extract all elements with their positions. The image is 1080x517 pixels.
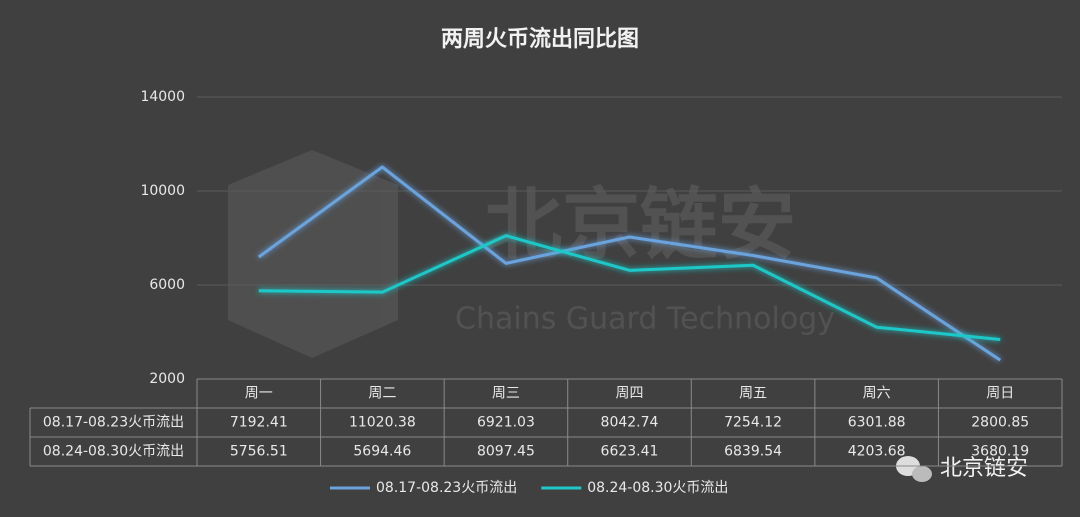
table-value: 6839.54 — [724, 444, 782, 460]
table-value: 5756.51 — [230, 444, 288, 460]
y-tick-label: 14000 — [140, 89, 185, 105]
data-table: 周一 周二 周三 周四 周五 周六 周日 08.17-08.23火币流出 7192.41 1102… — [29, 378, 1063, 467]
y-tick-label: 6000 — [149, 277, 185, 293]
logo: 北京链安 — [896, 456, 1028, 482]
chart-title: 两周火币流出同比图 — [441, 26, 639, 52]
logo-icon — [912, 466, 932, 482]
table-value: 8042.74 — [601, 415, 659, 431]
x-tick-label: 周四 — [616, 386, 644, 402]
series-line — [258, 234, 1001, 342]
x-tick-label: 周日 — [986, 386, 1014, 402]
x-tick-label: 周六 — [863, 386, 891, 402]
table-value: 11020.38 — [349, 415, 416, 431]
x-tick-label: 周一 — [245, 386, 273, 402]
logo-text: 北京链安 — [940, 456, 1028, 481]
table-value: 3680.19 — [971, 444, 1029, 460]
x-tick-label: 周三 — [492, 386, 520, 402]
watermark-subtitle: Chains Guard Technology — [455, 302, 835, 337]
table-value: 6921.03 — [477, 415, 535, 431]
table-value: 8097.45 — [477, 444, 535, 460]
series-line — [257, 165, 1002, 362]
legend-label: 08.17-08.23火币流出 — [376, 480, 517, 496]
table-value: 6301.88 — [848, 415, 906, 431]
y-tick-label: 10000 — [140, 183, 185, 199]
table-series-label: 08.17-08.23火币流出 — [43, 415, 184, 431]
x-tick-label: 周五 — [739, 386, 767, 402]
table-value: 7254.12 — [724, 415, 782, 431]
y-tick-label: 2000 — [149, 371, 185, 387]
table-value: 6623.41 — [601, 444, 659, 460]
watermark-shield — [228, 150, 398, 358]
legend-label: 08.24-08.30火币流出 — [587, 480, 728, 496]
table-value: 2800.85 — [971, 415, 1029, 431]
table-value: 5694.46 — [353, 444, 411, 460]
table-series-label: 08.24-08.30火币流出 — [43, 444, 184, 460]
table-value: 7192.41 — [230, 415, 288, 431]
table-value: 4203.68 — [848, 444, 906, 460]
x-tick-label: 周二 — [368, 386, 396, 402]
